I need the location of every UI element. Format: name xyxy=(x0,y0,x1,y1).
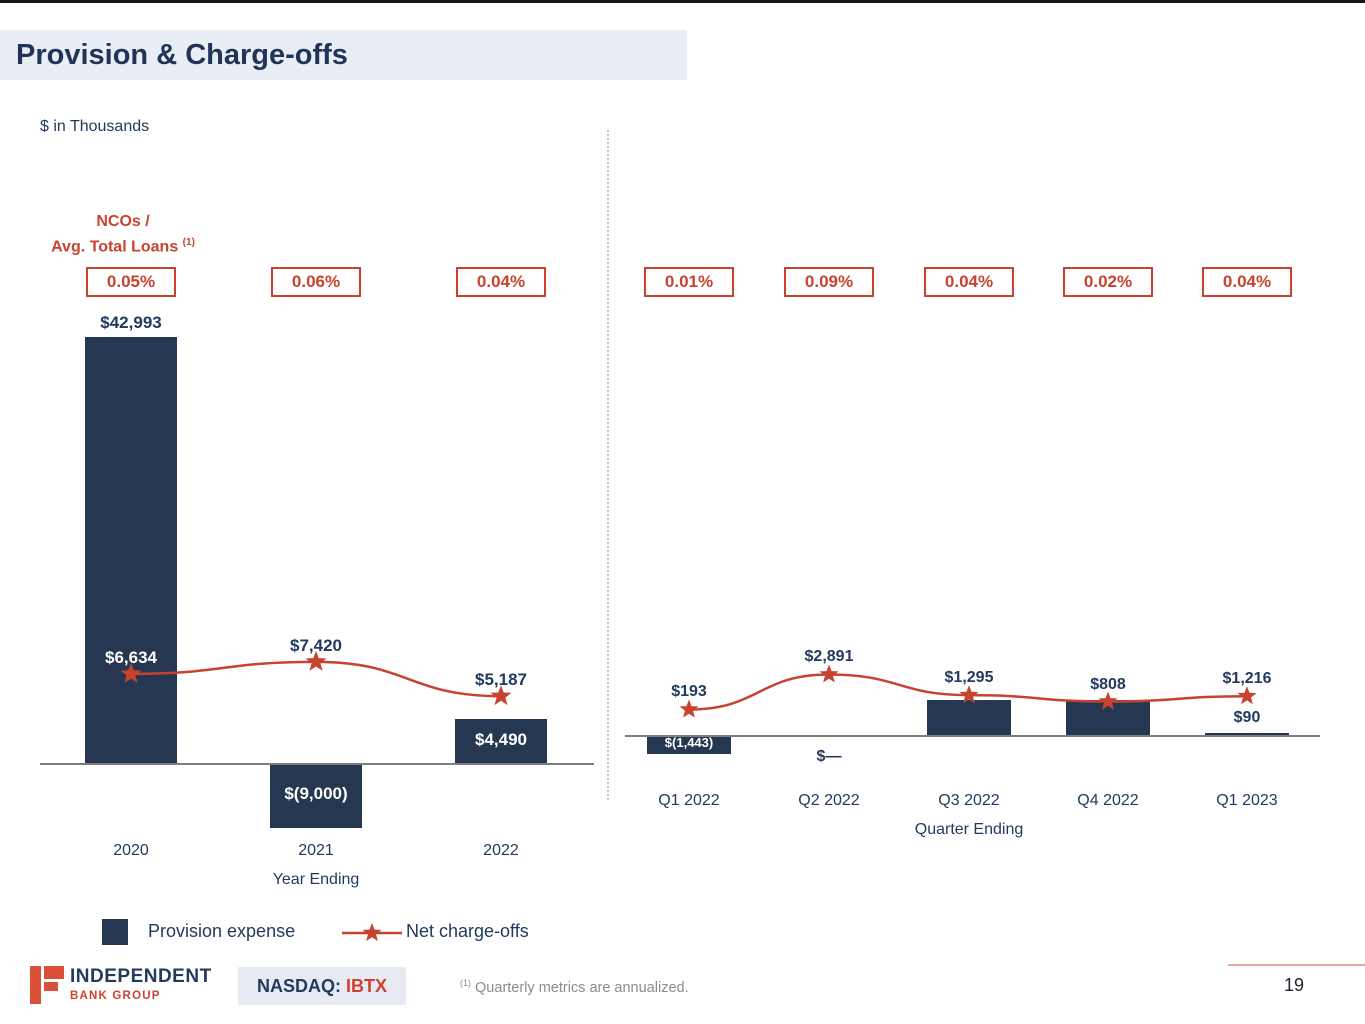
top-edge-strip xyxy=(0,0,1365,3)
footnote: (1) Quarterly metrics are annualized. xyxy=(460,978,689,996)
annual-provision-chart-nco-ratio-box: 0.05% xyxy=(86,267,176,297)
footnote-text: Quarterly metrics are annualized. xyxy=(475,979,689,996)
nasdaq-ticker-badge: NASDAQ: IBTX xyxy=(238,967,406,1005)
quarterly-provision-chart-nco-label: $808 xyxy=(1090,675,1126,693)
quarterly-provision-chart-bar-label: $(1,443) xyxy=(664,735,714,751)
nco-ratio-header-line1: NCOs / xyxy=(96,213,150,230)
annual-provision-chart-x-axis xyxy=(40,763,594,765)
legend-provision-swatch xyxy=(102,919,128,945)
logo-name: INDEPENDENT xyxy=(70,966,212,987)
annual-provision-chart-nco-label: $5,187 xyxy=(475,670,527,690)
quarterly-provision-chart-nco-ratio-box: 0.01% xyxy=(644,267,734,297)
nasdaq-label: NASDAQ: xyxy=(256,976,341,996)
annual-provision-chart-axis-title: Year Ending xyxy=(272,871,360,888)
ticker-symbol: IBTX xyxy=(346,976,388,996)
quarterly-provision-chart-nco-ratio-box: 0.04% xyxy=(924,267,1014,297)
logo-bar-top xyxy=(44,966,64,979)
footnote-ref: (1) xyxy=(182,237,195,248)
legend-nco-star-icon xyxy=(342,923,402,942)
quarterly-provision-chart-bar xyxy=(1205,733,1289,735)
quarterly-provision-chart-nco-label: $193 xyxy=(671,683,707,701)
nco-star-icon xyxy=(819,664,839,683)
quarterly-provision-chart-nco-label: $2,891 xyxy=(804,648,854,666)
annual-provision-chart-nco-label: $6,634 xyxy=(105,647,157,667)
quarterly-provision-chart-category-label: Q3 2022 xyxy=(938,792,1000,809)
logo-subname: BANK GROUP xyxy=(70,990,161,1002)
logo-bar-vertical xyxy=(30,966,41,1004)
annual-provision-chart-bar-label: $4,490 xyxy=(475,729,527,749)
quarterly-provision-chart-x-axis xyxy=(625,735,1320,737)
quarterly-provision-chart-category-label: Q4 2022 xyxy=(1077,792,1139,809)
quarterly-provision-chart-bar xyxy=(647,737,731,754)
annual-provision-chart-category-label: 2021 xyxy=(298,842,334,859)
quarterly-provision-chart-nco-ratio-box: 0.04% xyxy=(1202,267,1292,297)
quarterly-provision-chart-category-label: Q1 2023 xyxy=(1216,792,1278,809)
logo-bar-middle xyxy=(44,982,58,991)
annual-provision-chart-bar xyxy=(455,718,547,763)
page-number: 19 xyxy=(1284,975,1305,995)
annual-provision-chart-bar xyxy=(270,765,362,828)
nco-ratio-header-line2: Avg. Total Loans (1) xyxy=(51,237,195,256)
legend-nco-label: Net charge-offs xyxy=(406,921,529,941)
title-band xyxy=(0,30,687,80)
page-accent-line xyxy=(1228,964,1365,966)
quarterly-provision-chart-nco-label: $1,216 xyxy=(1222,670,1272,688)
quarterly-provision-chart-bar-label: $90 xyxy=(1233,709,1261,726)
quarterly-provision-chart-nco-ratio-box: 0.02% xyxy=(1063,267,1153,297)
quarterly-provision-chart-axis-title: Quarter Ending xyxy=(914,821,1024,838)
chart-divider-dotted-line xyxy=(607,130,609,800)
quarterly-provision-chart-bar xyxy=(927,699,1011,735)
quarterly-provision-chart-bar-label: $— xyxy=(816,748,842,765)
annual-provision-chart-nco-label: $7,420 xyxy=(290,635,342,655)
legend-provision-label: Provision expense xyxy=(148,921,296,941)
nco-star-icon xyxy=(1237,686,1257,705)
annual-provision-chart-bar-label: $(9,000) xyxy=(284,783,348,803)
quarterly-provision-chart-nco-ratio-box: 0.09% xyxy=(784,267,874,297)
annual-provision-chart-category-label: 2022 xyxy=(483,842,519,859)
annual-provision-chart-bar-label: $42,993 xyxy=(100,313,162,333)
company-logo-text: INDEPENDENT BANK GROUP xyxy=(70,966,212,1002)
quarterly-provision-chart-bar xyxy=(1066,700,1150,735)
annual-provision-chart-nco-ratio-box: 0.06% xyxy=(271,267,361,297)
footnote-marker: (1) xyxy=(460,978,471,988)
quarterly-provision-chart-nco-label: $1,295 xyxy=(944,669,994,687)
annual-provision-chart-category-label: 2020 xyxy=(113,842,149,859)
annual-provision-chart-bar xyxy=(85,337,177,763)
units-note: $ in Thousands xyxy=(40,118,150,135)
annual-provision-chart-nco-ratio-box: 0.04% xyxy=(456,267,546,297)
company-logo-icon xyxy=(30,966,64,1004)
nco-star-icon xyxy=(679,699,699,718)
nco-ratio-header: NCOs / Avg. Total Loans (1) xyxy=(38,211,208,257)
quarterly-provision-chart-category-label: Q2 2022 xyxy=(798,792,860,809)
page-title: Provision & Charge-offs xyxy=(16,39,348,71)
quarterly-provision-chart-category-label: Q1 2022 xyxy=(658,792,720,809)
